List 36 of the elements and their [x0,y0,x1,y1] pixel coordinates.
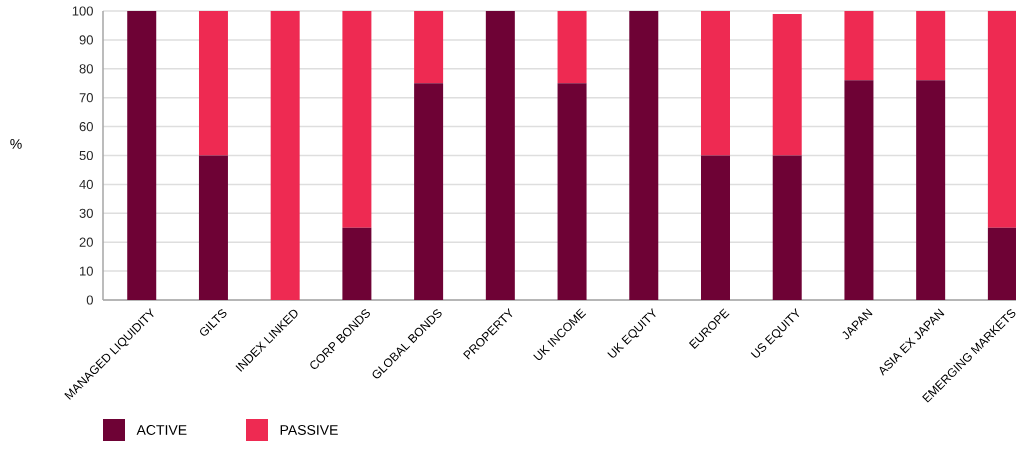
y-tick-label: 100 [72,6,93,16]
y-tick-label: 20 [79,237,93,247]
bar [916,11,946,81]
bar [414,11,444,84]
bar [629,11,659,300]
y-tick-label: 30 [79,208,93,218]
legend-label: PASSIVE [280,425,338,435]
bar [557,83,587,300]
bar [342,11,372,228]
bar [772,13,802,156]
y-tick-label: 50 [79,150,93,161]
bar [198,11,228,156]
y-tick-label: 0 [86,295,93,305]
legend-label: ACTIVE [136,425,187,435]
bar [342,227,372,300]
y-tick-label: 90 [79,35,93,45]
y-axis-title: % [10,139,22,149]
y-tick-label: 80 [79,64,93,74]
bar [844,11,874,81]
bar [987,227,1016,300]
y-tick-label: 70 [79,93,93,103]
y-tick-label: 10 [80,266,93,276]
bar [701,155,730,300]
bar [987,11,1016,228]
bar [772,155,802,300]
bar [198,155,228,300]
bar [557,11,587,84]
bar [844,80,874,300]
bar [127,11,157,300]
bar [916,80,946,300]
bar [414,83,444,300]
bar [485,11,515,300]
bar [701,11,730,156]
y-tick-label: 40 [79,179,93,189]
y-tick-label: 60 [79,121,93,132]
bar [270,11,300,300]
